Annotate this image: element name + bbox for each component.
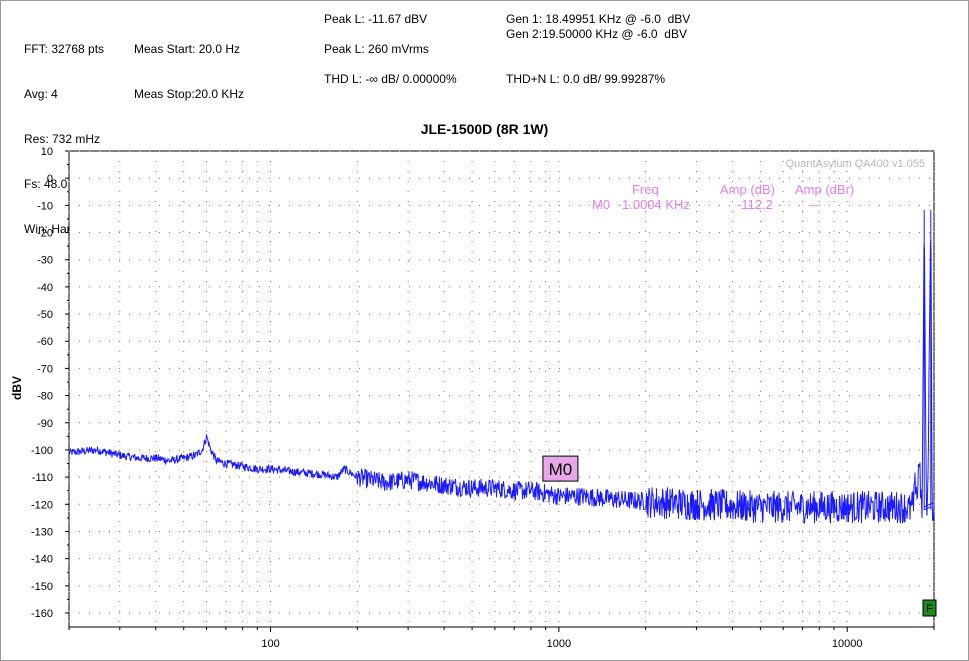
marker-col-amp-db: Amp (dB) [720, 182, 775, 197]
resolution: Res: 732 mHz [24, 132, 101, 146]
f-marker[interactable]: F [922, 599, 937, 617]
marker-row-freq: 1.0004 KHz [622, 197, 690, 212]
peak-dbv: Peak L: -11.67 dBV [324, 12, 428, 26]
y-tick-label: -10 [37, 200, 53, 212]
measure-range: Meas Start: 20.0 Hz Meas Stop:20.0 KHz [134, 12, 244, 132]
y-tick-label: -20 [37, 228, 53, 240]
y-tick-label: -110 [32, 472, 53, 484]
marker-box [542, 455, 579, 482]
marker-row-amp-db: -112.2 [737, 197, 773, 212]
x-tick-label: 10000 [832, 638, 863, 650]
gen1-readout: Gen 1: 18.49951 KHz @ -6.0 dBV [506, 12, 691, 26]
marker-m0[interactable]: M0 [542, 455, 579, 482]
y-tick-label: 10 [41, 146, 53, 158]
thdn-readout: THD+N L: 0.0 dB/ 99.99287% [506, 72, 666, 86]
marker-table: Freq Amp (dB) Amp (dBr) M0 1.0004 KHz -1… [592, 182, 854, 212]
marker-label: M0 [549, 460, 573, 479]
f-marker-box [922, 599, 937, 617]
gen2-readout: Gen 2:19.50000 KHz @ -6.0 dBV [506, 27, 687, 41]
y-tick-label: -70 [37, 363, 53, 375]
x-tick-label: 100 [261, 638, 279, 650]
meas-stop: Meas Stop:20.0 KHz [134, 87, 245, 101]
y-tick-label: -40 [37, 282, 53, 294]
marker-row-name: M0 [592, 197, 610, 212]
marker-col-amp-dbr: Amp (dBr) [795, 182, 854, 197]
y-tick-label: 0 [47, 173, 53, 185]
watermark: QuantAsylum QA400 v1.055 [786, 158, 925, 170]
y-tick-label: -30 [37, 255, 53, 267]
y-tick-label: -130 [31, 526, 53, 538]
spectrum-trace [68, 209, 935, 525]
markers[interactable]: M0 [542, 455, 579, 482]
grid [68, 150, 935, 627]
y-axis-ticks: 10 0 -10 -20 -30 -40 -50 -60 -70 -80 -90 -100 -110 -1… [31, 146, 69, 620]
y-axis-label: dBV [10, 376, 24, 400]
f-marker-label: F [926, 603, 933, 615]
x-tick-label: 1000 [547, 638, 571, 650]
marker-row-amp-dbr: -- [810, 197, 819, 212]
chart-title: JLE-1500D (8R 1W) [420, 121, 549, 137]
y-tick-label: -160 [31, 608, 53, 620]
y-tick-label: -90 [37, 418, 53, 430]
fft-points: FFT: 32768 pts [24, 42, 105, 56]
y-tick-label: -120 [31, 499, 53, 511]
y-tick-label: -50 [37, 309, 53, 321]
plot-area [68, 150, 935, 628]
y-tick-label: -140 [31, 554, 53, 566]
x-axis-ticks: 100 1000 10000 [68, 627, 935, 650]
meas-start: Meas Start: 20.0 Hz [134, 42, 241, 56]
marker-col-freq: Freq [632, 182, 659, 197]
y-tick-label: -60 [37, 336, 53, 348]
avg-count: Avg: 4 [24, 87, 58, 101]
thd-readout: THD L: -∞ dB/ 0.00000% [324, 72, 457, 86]
y-tick-label: -100 [31, 445, 53, 457]
y-tick-label: -150 [31, 581, 53, 593]
peak-rms: Peak L: 260 mVrms [324, 42, 429, 56]
y-tick-label: -80 [37, 391, 53, 403]
